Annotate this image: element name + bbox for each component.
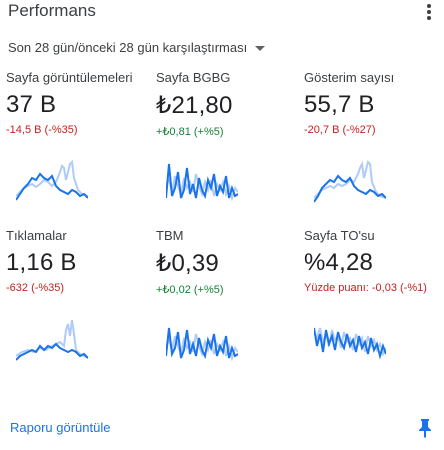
metric-card-page-views[interactable]: Sayfa görüntülemeleri 37 B -14,5 B (-%35…	[6, 70, 146, 230]
card-title: Performans	[8, 1, 96, 20]
metric-label: Sayfa görüntülemeleri	[6, 70, 133, 85]
metric-card-cpc[interactable]: TBM ₺0,39 +₺0,02 (+%5)	[156, 228, 296, 388]
date-range-selector[interactable]: Son 28 gün/önceki 28 gün karşılaştırması	[8, 40, 266, 55]
metric-label: Gösterim sayısı	[304, 70, 395, 85]
metric-delta: -14,5 B (-%35)	[6, 124, 78, 136]
metric-value: ₺21,80	[156, 92, 233, 119]
metric-card-page-ctr[interactable]: Sayfa TO'su %4,28 Yüzde puanı: -0,03 (-%…	[304, 228, 444, 388]
sparkline-chart	[166, 327, 238, 362]
metric-value: 55,7 B	[304, 91, 375, 118]
metric-value: 1,16 B	[6, 249, 77, 276]
sparkline-chart	[16, 159, 88, 201]
metric-delta: +₺0,02 (+%5)	[156, 284, 224, 296]
metric-value: %4,28	[304, 249, 374, 276]
more-vert-icon[interactable]	[426, 4, 432, 24]
metric-delta: -632 (-%35)	[6, 282, 65, 294]
metric-label: Sayfa TO'su	[304, 228, 375, 243]
metric-label: Tıklamalar	[6, 228, 67, 243]
metric-delta: -20,7 B (-%27)	[304, 124, 376, 136]
date-range-label: Son 28 gün/önceki 28 gün karşılaştırması	[8, 40, 248, 55]
metric-value: 37 B	[6, 91, 57, 118]
metric-value: ₺0,39	[156, 250, 219, 277]
metric-label: Sayfa BGBG	[156, 70, 231, 85]
metric-card-page-rpm[interactable]: Sayfa BGBG ₺21,80 +₺0,81 (+%5)	[156, 70, 296, 230]
sparkline-chart	[16, 319, 88, 361]
metric-card-clicks[interactable]: Tıklamalar 1,16 B -632 (-%35)	[6, 228, 146, 388]
metric-delta: +₺0,81 (+%5)	[156, 126, 224, 138]
card-header: Performans	[8, 0, 436, 28]
metric-delta: Yüzde puanı: -0,03 (-%1)	[304, 282, 427, 294]
sparkline-chart	[314, 160, 386, 203]
sparkline-chart	[166, 163, 238, 202]
view-report-link[interactable]: Raporu görüntüle	[10, 420, 111, 435]
pin-icon[interactable]	[418, 418, 432, 438]
metric-card-impressions[interactable]: Gösterim sayısı 55,7 B -20,7 B (-%27)	[304, 70, 444, 230]
sparkline-chart	[314, 327, 386, 360]
dropdown-arrow-icon	[255, 45, 266, 51]
metric-label: TBM	[156, 228, 184, 243]
